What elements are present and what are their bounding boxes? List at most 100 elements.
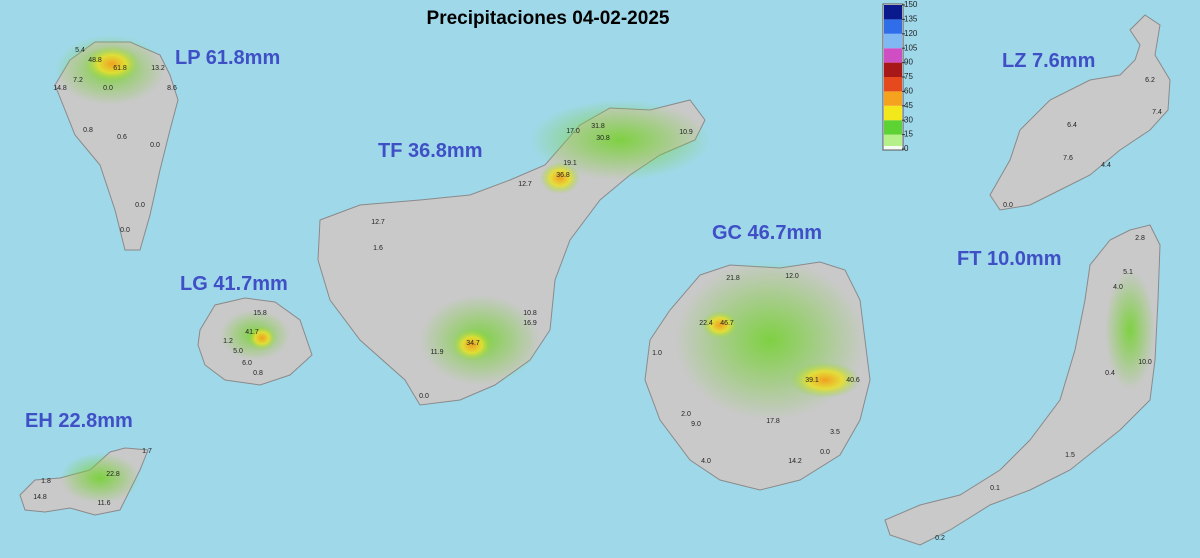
station-value: 5.1 [1123, 269, 1133, 276]
station-value: 6.0 [242, 360, 252, 367]
colorbar-segment [884, 77, 902, 92]
station-value: 16.9 [523, 320, 537, 327]
colorbar-segment [884, 105, 902, 121]
station-value: 14.8 [33, 494, 47, 501]
station-value: 19.1 [563, 160, 577, 167]
station-value: 34.7 [466, 340, 480, 347]
station-value: 31.8 [591, 123, 605, 130]
station-value: 0.4 [1105, 370, 1115, 377]
station-value: 14.2 [788, 458, 802, 465]
station-value: 1.8 [41, 478, 51, 485]
station-value: 7.4 [1152, 109, 1162, 116]
island-label: LG 41.7mm [180, 273, 288, 295]
station-value: 22.8 [106, 471, 120, 478]
station-value: 14.8 [53, 85, 67, 92]
station-value: 48.8 [88, 57, 102, 64]
island-label: TF 36.8mm [378, 140, 482, 162]
colorbar-segment [884, 62, 902, 77]
station-value: 40.6 [846, 377, 860, 384]
colorbar-label: 150 [904, 0, 918, 9]
station-value: 10.0 [1138, 359, 1152, 366]
rain-patch [540, 162, 580, 194]
station-value: 10.9 [679, 129, 693, 136]
station-value: 11.6 [97, 500, 110, 507]
colorbar-label: 0 [904, 144, 909, 153]
colorbar-label: 120 [904, 29, 918, 38]
colorbar-label: 15 [904, 130, 913, 139]
colorbar-zero [884, 146, 902, 149]
station-value: 21.8 [726, 275, 740, 282]
rain-patch [452, 329, 492, 361]
station-value: 2.0 [681, 411, 691, 418]
island-label: FT 10.0mm [957, 248, 1061, 270]
station-value: 0.0 [120, 227, 130, 234]
station-value: 13.2 [151, 65, 165, 72]
colorbar-segment [884, 48, 902, 63]
colorbar-segment [884, 5, 902, 20]
station-value: 11.9 [430, 349, 443, 356]
colorbar-label: 45 [904, 101, 913, 110]
station-value: 0.0 [103, 85, 113, 92]
colorbar-segment [884, 91, 902, 106]
station-value: 0.0 [419, 393, 429, 400]
island-fuerteventura [884, 224, 1161, 546]
station-value: 1.2 [223, 338, 233, 345]
station-value: 6.2 [1145, 77, 1155, 84]
station-value: 1.0 [652, 350, 662, 357]
colorbar-label: 60 [904, 87, 913, 96]
rain-patch [248, 326, 276, 350]
rain-patch [790, 362, 860, 398]
station-value: 7.6 [1063, 155, 1073, 162]
station-value: 12.7 [371, 219, 385, 226]
island-label: LP 61.8mm [175, 47, 280, 69]
rain-patch [702, 311, 738, 339]
station-value: 3.5 [830, 429, 840, 436]
station-value: 0.0 [135, 202, 145, 209]
station-value: 0.8 [83, 127, 93, 134]
rain-patch [84, 46, 140, 82]
colorbar-label: 90 [904, 58, 913, 67]
colorbar-segment [884, 120, 902, 135]
station-value: 36.8 [556, 172, 570, 179]
station-value: 0.8 [253, 370, 263, 377]
station-value: 0.1 [990, 485, 1000, 492]
station-value: 30.8 [596, 135, 610, 142]
station-value: 4.0 [701, 458, 711, 465]
colorbar-label: 30 [904, 115, 913, 124]
station-value: 5.0 [233, 348, 243, 355]
rain-patch [1105, 270, 1155, 390]
colorbar-segment [884, 33, 902, 49]
station-value: 0.0 [150, 142, 160, 149]
island-lanzarote [989, 14, 1171, 211]
colorbar-segment [884, 19, 902, 34]
station-value: 4.4 [1101, 162, 1111, 169]
colorbar-label: 135 [904, 15, 918, 24]
rain-patch [530, 100, 710, 180]
station-value: 12.7 [518, 181, 532, 188]
island-label: EH 22.8mm [25, 410, 133, 432]
station-value: 61.8 [113, 65, 127, 72]
station-value: 9.0 [691, 421, 701, 428]
station-value: 5.4 [75, 47, 85, 54]
island-label: LZ 7.6mm [1002, 50, 1095, 72]
station-value: 1.5 [1065, 452, 1075, 459]
island-label: GC 46.7mm [712, 222, 822, 244]
station-value: 17.0 [566, 128, 580, 135]
station-value: 1.6 [373, 245, 383, 252]
station-value: 17.8 [766, 418, 780, 425]
station-value: 4.0 [1113, 284, 1123, 291]
station-value: 22.4 [699, 320, 713, 327]
colorbar-label: 105 [904, 43, 918, 52]
station-value: 8.6 [167, 85, 177, 92]
station-value: 15.8 [253, 310, 267, 317]
station-value: 1.7 [142, 448, 152, 455]
colorbar-segment [884, 134, 902, 149]
station-value: 12.0 [785, 273, 799, 280]
station-value: 41.7 [245, 329, 259, 336]
rain-patch [60, 453, 140, 503]
rain-patches [55, 35, 1155, 503]
station-value: 7.2 [73, 77, 83, 84]
station-value: 10.8 [523, 310, 537, 317]
colorbar-label: 75 [904, 72, 913, 81]
